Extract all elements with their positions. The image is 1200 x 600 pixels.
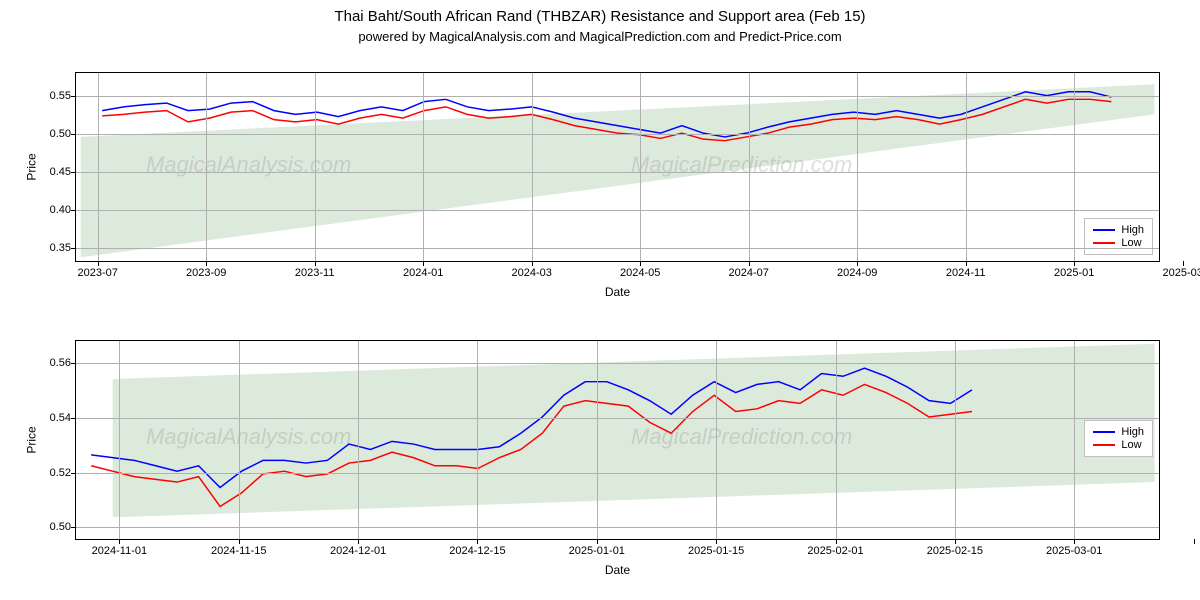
x-tick-label: 2024-03 (512, 267, 552, 279)
y-tick-label: 0.54 (31, 412, 71, 424)
y-tick-label: 0.50 (31, 128, 71, 140)
y-tick-label: 0.56 (31, 357, 71, 369)
x-tick-label: 2024-12-01 (330, 545, 386, 557)
y-tick-label: 0.50 (31, 521, 71, 533)
legend-label-high: High (1121, 426, 1144, 438)
legend-label-low: Low (1121, 439, 1141, 451)
y-tick-label: 0.35 (31, 242, 71, 254)
chart-subtitle: powered by MagicalAnalysis.com and Magic… (0, 29, 1200, 44)
x-tick-label: 2024-09 (837, 267, 877, 279)
y-tick-label: 0.52 (31, 467, 71, 479)
top-x-axis-label: Date (605, 285, 630, 299)
x-tick-label: 2024-07 (729, 267, 769, 279)
x-tick-label: 2023-07 (78, 267, 118, 279)
x-tick-label: 2025-03-01 (1046, 545, 1102, 557)
x-tick-label: 2025-02-01 (807, 545, 863, 557)
x-tick-label: 2023-11 (295, 267, 335, 279)
x-tick-label: 2024-11-01 (92, 545, 147, 557)
y-tick-label: 0.55 (31, 90, 71, 102)
bottom-legend: High Low (1084, 420, 1153, 457)
x-tick-label: 2025-02-15 (927, 545, 983, 557)
y-tick-label: 0.45 (31, 166, 71, 178)
legend-swatch-high (1093, 431, 1115, 433)
top-legend: High Low (1084, 218, 1153, 255)
legend-swatch-low (1093, 242, 1115, 244)
x-tick-label: 2024-12-15 (449, 545, 505, 557)
x-tick-label: 2023-09 (186, 267, 226, 279)
x-tick-label: 2024-05 (620, 267, 660, 279)
top-chart-plot (76, 73, 1159, 261)
bottom-x-axis-label: Date (605, 563, 630, 577)
x-tick-label: 2024-11 (946, 267, 986, 279)
bottom-y-axis-label: Price (25, 426, 39, 453)
legend-label-high: High (1121, 224, 1144, 236)
y-tick-label: 0.40 (31, 204, 71, 216)
chart-title: Thai Baht/South African Rand (THBZAR) Re… (0, 8, 1200, 25)
x-tick-label: 2025-01 (1054, 267, 1094, 279)
legend-swatch-high (1093, 229, 1115, 231)
x-tick-label: 2024-01 (403, 267, 443, 279)
x-tick-label: 2025-01-15 (688, 545, 744, 557)
x-tick-label: 2025-01-01 (569, 545, 625, 557)
x-tick-label: 2025-03 (1163, 267, 1200, 279)
bottom-chart-panel: Price Date MagicalAnalysis.com MagicalPr… (75, 340, 1160, 540)
top-chart-panel: Price Date MagicalAnalysis.com MagicalPr… (75, 72, 1160, 262)
legend-swatch-low (1093, 444, 1115, 446)
x-tick-label: 2024-11-15 (211, 545, 266, 557)
